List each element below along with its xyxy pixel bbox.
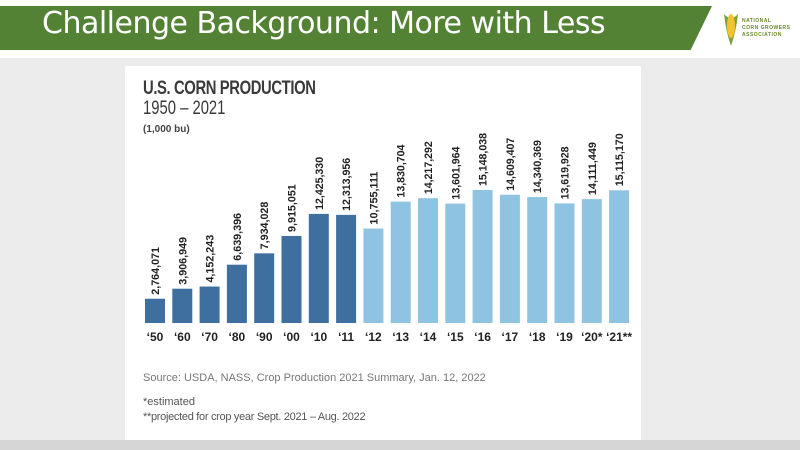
x-tick-label: ‘18 [529,330,546,344]
x-tick-label: ‘13 [392,330,409,344]
data-label: 7,934,028 [259,202,271,250]
data-label: 13,830,704 [396,144,408,198]
data-label: 4,152,243 [205,235,217,283]
x-tick-label: ‘11 [338,330,354,344]
data-label: 12,425,330 [314,157,326,210]
x-tick-label: ‘17 [502,330,519,344]
x-tick-label: ‘00 [283,330,300,344]
data-label: 14,217,292 [423,141,435,194]
data-label: 12,313,956 [341,158,353,211]
bar [363,228,384,323]
note-projected: **projected for crop year Sept. 2021 – A… [143,411,366,423]
chart-card: U.S. CORN PRODUCTION 1950 – 2021 (1,000 … [125,66,641,440]
x-tick-label: ‘90 [256,330,273,344]
bar [609,190,630,323]
data-label: 14,111,449 [587,142,599,195]
data-label: 14,340,369 [532,140,544,193]
data-label: 9,915,051 [287,184,299,232]
bar [226,264,247,323]
x-tick-label: ‘50 [147,330,164,344]
bar [418,198,438,323]
data-label: 13,601,964 [450,146,462,200]
bar [390,201,411,323]
bar [308,213,329,323]
bar [445,203,466,323]
bar [581,199,602,323]
bar [145,298,165,323]
x-tick-label: ‘10 [310,330,327,344]
bar [281,235,302,323]
x-tick-label: ‘80 [229,330,246,344]
x-tick-label: ‘12 [365,330,382,344]
bar [527,197,548,323]
chart-subtitle: 1950 – 2021 [143,98,226,119]
bar [254,253,275,323]
data-label: 13,619,928 [560,146,572,199]
bar [499,194,520,323]
data-label: 3,906,949 [177,237,189,285]
data-label: 10,755,111 [368,172,380,225]
data-label: 14,609,407 [505,138,517,191]
x-tick-label: ‘14 [420,330,437,344]
x-tick-label: ‘21** [606,330,632,344]
bar [199,286,220,323]
bar [472,190,493,323]
data-label: 15,148,038 [478,133,490,186]
data-label: 6,639,396 [232,213,244,261]
data-label: 15,115,170 [614,133,626,186]
x-tick-label: ‘15 [447,330,464,344]
slide-header: Challenge Background: More with Less NAT… [0,0,800,58]
x-tick-label: ‘70 [201,330,218,344]
bar [554,203,575,323]
bar [336,214,357,323]
x-tick-label: ‘20* [581,330,603,344]
title-banner [0,6,712,50]
bar-chart: 2,764,071 ‘50 3,906,949 ‘60 4,152,243 ‘70 6,63… [145,133,632,344]
x-tick-label: ‘19 [556,330,573,344]
ncga-logo: NATIONAL CORN GROWERS ASSOCIATION [720,8,796,50]
x-tick-label: ‘60 [174,330,191,344]
chart-title: U.S. CORN PRODUCTION [143,78,316,99]
bar [172,288,193,323]
logo-text: NATIONAL CORN GROWERS ASSOCIATION [742,18,791,38]
chart-unit-label: (1,000 bu) [143,124,190,135]
slide-title: Challenge Background: More with Less [42,6,606,41]
bottom-strip [0,440,800,450]
x-tick-label: ‘16 [474,330,491,344]
data-label: 2,764,071 [150,247,162,295]
note-estimated: *estimated [143,396,195,408]
corn-icon [724,14,738,46]
chart-source: Source: USDA, NASS, Crop Production 2021… [143,372,486,384]
